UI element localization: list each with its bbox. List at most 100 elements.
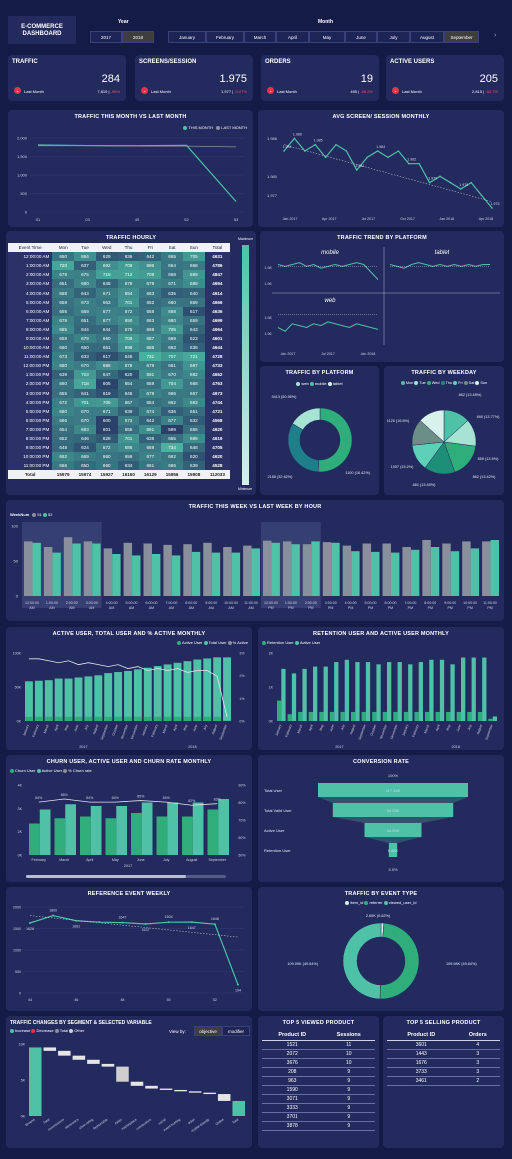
bar-week-52[interactable] bbox=[450, 551, 460, 596]
bar-week-51[interactable] bbox=[482, 541, 491, 596]
bar-active-user[interactable] bbox=[213, 716, 222, 721]
bar-week-52[interactable] bbox=[132, 555, 141, 596]
bar-retention-user[interactable] bbox=[351, 711, 356, 721]
bar-week-51[interactable] bbox=[223, 547, 232, 596]
bar-week-52[interactable] bbox=[430, 547, 440, 596]
column-header[interactable]: Wed bbox=[95, 243, 118, 253]
waterfall-bar[interactable] bbox=[159, 1088, 173, 1090]
slice-web[interactable] bbox=[317, 407, 353, 473]
bar-retention-user[interactable] bbox=[308, 711, 313, 721]
bar-total-user[interactable] bbox=[84, 676, 93, 721]
bar-retention-user[interactable] bbox=[319, 711, 324, 721]
funnel-bar-0[interactable] bbox=[318, 783, 468, 797]
bar-week-52[interactable] bbox=[32, 542, 41, 596]
bar-active-user[interactable] bbox=[387, 662, 392, 721]
bar-churn-user[interactable] bbox=[105, 818, 117, 855]
year-button-2018[interactable]: 2018 bbox=[122, 31, 154, 43]
slice-viewed_user_id[interactable] bbox=[342, 922, 382, 1000]
month-button-april[interactable]: April bbox=[276, 31, 309, 43]
month-button-june[interactable]: June bbox=[345, 31, 377, 43]
bar-total-user[interactable] bbox=[114, 672, 123, 721]
column-header[interactable]: Orders bbox=[455, 1030, 500, 1041]
bar-active-user[interactable] bbox=[397, 662, 402, 721]
column-header[interactable]: Product ID bbox=[262, 1030, 323, 1041]
bar-week-51[interactable] bbox=[163, 544, 172, 596]
bar-week-51[interactable] bbox=[143, 543, 152, 597]
bar-active-user[interactable] bbox=[365, 662, 371, 721]
bar-active-user[interactable] bbox=[124, 716, 132, 721]
bar-week-52[interactable] bbox=[112, 554, 121, 596]
chevron-right-icon[interactable]: › bbox=[494, 32, 497, 39]
bar-active-user[interactable] bbox=[334, 662, 339, 721]
bar-total-user[interactable] bbox=[213, 657, 222, 721]
waterfall-bar[interactable] bbox=[130, 1081, 144, 1086]
bar-active-user[interactable] bbox=[355, 662, 360, 721]
column-header[interactable]: Fri bbox=[139, 243, 162, 253]
bar-week-51[interactable] bbox=[442, 543, 451, 597]
bar-total-user[interactable] bbox=[34, 680, 43, 721]
waterfall-bar[interactable] bbox=[232, 1100, 245, 1116]
bar-week-52[interactable] bbox=[331, 542, 340, 596]
funnel-bar-2[interactable] bbox=[364, 823, 422, 837]
slice-mobile[interactable] bbox=[287, 423, 320, 473]
bar-active-user[interactable] bbox=[302, 668, 307, 721]
waterfall-bar[interactable] bbox=[188, 1091, 202, 1093]
bar-active-user[interactable] bbox=[153, 716, 162, 721]
month-button-march[interactable]: March bbox=[244, 31, 276, 43]
bar-week-51[interactable] bbox=[103, 548, 113, 596]
bar-churn-user[interactable] bbox=[207, 809, 219, 856]
bar-week-52[interactable] bbox=[171, 555, 181, 596]
column-header[interactable]: Product ID bbox=[387, 1030, 456, 1041]
bar-active-user[interactable] bbox=[74, 716, 83, 721]
bar-total-user[interactable] bbox=[133, 669, 142, 721]
bar-active-user[interactable] bbox=[44, 716, 53, 721]
bar-week-51[interactable] bbox=[263, 540, 272, 596]
month-button-august[interactable]: August bbox=[410, 31, 444, 43]
bar-week-52[interactable] bbox=[211, 552, 221, 596]
bar-active-user[interactable] bbox=[482, 657, 487, 721]
waterfall-bar[interactable] bbox=[116, 1066, 129, 1082]
bar-retention-user[interactable] bbox=[456, 711, 461, 721]
bar-active-user[interactable] bbox=[313, 666, 318, 721]
bar-active-user[interactable] bbox=[173, 716, 182, 721]
bar-active-user[interactable] bbox=[94, 716, 103, 721]
bar-active-user[interactable] bbox=[218, 799, 229, 855]
bar-week-52[interactable] bbox=[490, 540, 499, 596]
bar-active-user[interactable] bbox=[193, 716, 202, 721]
bar-week-52[interactable] bbox=[231, 552, 241, 596]
waterfall-bar[interactable] bbox=[145, 1085, 158, 1089]
month-button-february[interactable]: February bbox=[206, 31, 244, 43]
bar-week-51[interactable] bbox=[402, 547, 411, 596]
bar-active-user[interactable] bbox=[54, 716, 63, 721]
bar-active-user[interactable] bbox=[323, 666, 328, 721]
bar-total-user[interactable] bbox=[25, 681, 33, 721]
bar-active-user[interactable] bbox=[90, 806, 102, 855]
bar-churn-user[interactable] bbox=[156, 816, 168, 856]
bar-week-52[interactable] bbox=[151, 554, 161, 596]
bar-active-user[interactable] bbox=[461, 657, 466, 721]
column-header[interactable]: Total bbox=[204, 243, 230, 253]
waterfall-bar[interactable] bbox=[217, 1094, 231, 1101]
bar-week-51[interactable] bbox=[322, 542, 332, 596]
waterfall-bar[interactable] bbox=[101, 1063, 115, 1067]
bar-retention-user[interactable] bbox=[298, 711, 303, 721]
bar-week-51[interactable] bbox=[382, 543, 391, 597]
bar-active-user[interactable] bbox=[418, 662, 423, 721]
bar-week-52[interactable] bbox=[410, 549, 420, 596]
slice-Sun[interactable] bbox=[419, 409, 445, 443]
bar-active-user[interactable] bbox=[203, 716, 212, 721]
bar-total-user[interactable] bbox=[44, 680, 53, 721]
bar-active-user[interactable] bbox=[408, 664, 413, 721]
waterfall-bar[interactable] bbox=[29, 1047, 42, 1116]
bar-retention-user[interactable] bbox=[393, 711, 398, 721]
month-button-january[interactable]: January bbox=[168, 31, 206, 43]
bar-churn-user[interactable] bbox=[29, 823, 40, 856]
bar-active-user[interactable] bbox=[183, 716, 192, 721]
bar-total-user[interactable] bbox=[54, 678, 63, 721]
bar-churn-user[interactable] bbox=[80, 816, 91, 856]
churn-scrollbar[interactable] bbox=[26, 875, 226, 878]
funnel-bar-1[interactable] bbox=[332, 803, 454, 817]
bar-week-52[interactable] bbox=[72, 543, 81, 597]
bar-churn-user[interactable] bbox=[54, 818, 66, 855]
waterfall-bar[interactable] bbox=[174, 1089, 187, 1092]
